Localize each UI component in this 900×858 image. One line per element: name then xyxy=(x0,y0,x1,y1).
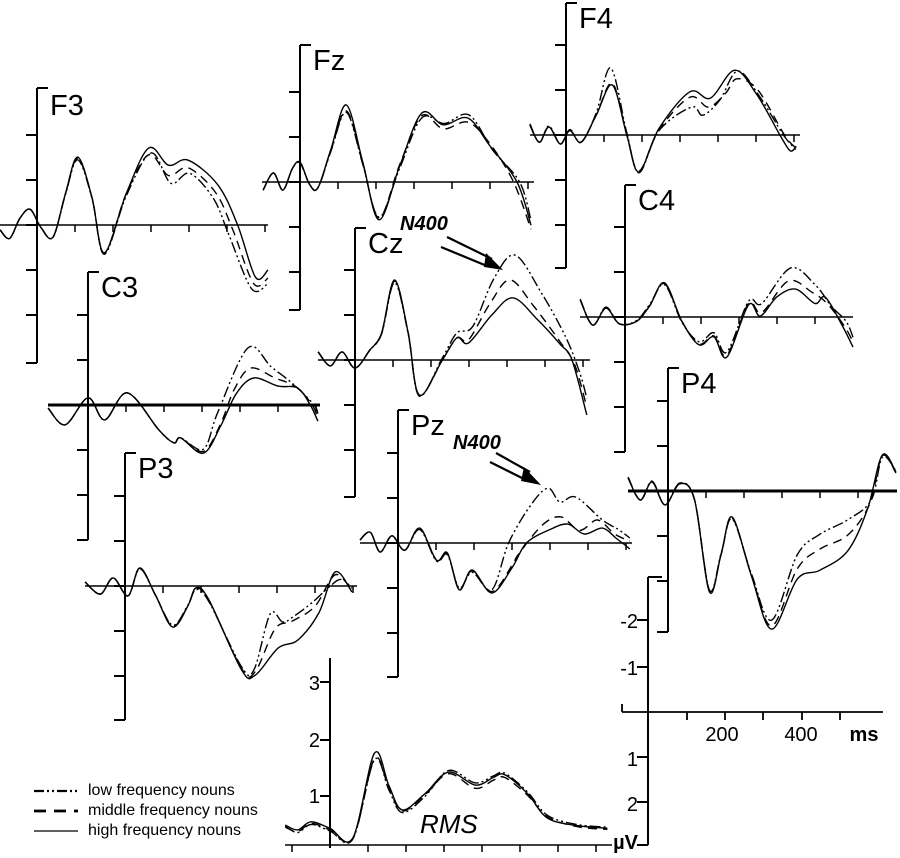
wave-high-pz xyxy=(359,523,631,594)
wave-low-fz xyxy=(262,111,532,221)
wave-high-c3 xyxy=(47,377,319,454)
electrode-label-f4: F4 xyxy=(579,3,613,35)
legend-label-high: high frequency nouns xyxy=(88,822,241,839)
wave-middle-p4 xyxy=(627,454,897,627)
plot-cz: Cz xyxy=(317,227,590,498)
electrode-label-p3: P3 xyxy=(138,453,173,485)
uv-tick-label: 1 xyxy=(627,749,638,771)
electrode-label-c4: C4 xyxy=(638,185,675,217)
n400-arrow-head-icon xyxy=(484,253,503,270)
plot-pz: Pz xyxy=(359,409,632,678)
uv-tick-label: 2 xyxy=(627,794,638,816)
time-unit-label: ms xyxy=(850,724,879,746)
solid-line-icon xyxy=(34,830,78,832)
wave-low-cz xyxy=(317,254,588,399)
n400-arrow-head-icon xyxy=(521,467,541,485)
rms-ytick-label: 3 xyxy=(309,673,320,695)
wave-middle-c4 xyxy=(579,279,854,357)
dash-dot-dot-line-icon xyxy=(34,789,78,793)
plot-c4: C4 xyxy=(579,184,854,453)
wave-high-f3 xyxy=(0,146,269,281)
time-tick-label: 200 xyxy=(705,724,738,746)
electrode-label-f3: F3 xyxy=(50,90,84,122)
calibration-scale: 200 400 ms -2 -1 1 2 µV xyxy=(613,576,883,854)
wave-high-p4 xyxy=(627,453,897,630)
plot-f3: F3 xyxy=(0,87,269,364)
uv-tick-label: -1 xyxy=(620,658,638,680)
wave-high-p3 xyxy=(84,567,353,680)
legend-item-high: high frequency nouns xyxy=(33,821,258,841)
n400-arrow-line xyxy=(446,236,493,260)
plot-p3: P3 xyxy=(84,452,357,721)
rms-title: RMS xyxy=(420,809,478,839)
electrode-label-fz: Fz xyxy=(313,45,345,77)
dashed-line-icon xyxy=(34,809,78,813)
wave-high-c4 xyxy=(579,282,854,359)
legend: low frequency nouns middle frequency nou… xyxy=(33,781,258,841)
wave-low-rms xyxy=(284,757,608,844)
wave-low-f4 xyxy=(529,67,797,174)
wave-high-rms xyxy=(284,751,608,843)
time-tick-label: 400 xyxy=(784,724,817,746)
uv-tick-label: -2 xyxy=(620,611,638,633)
uv-unit-label: µV xyxy=(613,832,639,854)
legend-item-middle: middle frequency nouns xyxy=(33,801,258,821)
electrode-label-cz: Cz xyxy=(368,228,403,260)
n400-label: N400 xyxy=(400,213,448,235)
n400-annotation-1: N400 xyxy=(400,213,503,270)
n400-label: N400 xyxy=(453,432,501,454)
wave-middle-f4 xyxy=(529,78,797,172)
rms-labels: RMS 3 2 1 xyxy=(309,673,479,839)
plot-rms xyxy=(284,658,612,852)
plot-f4: F4 xyxy=(529,2,800,269)
legend-label-middle: middle frequency nouns xyxy=(88,802,258,819)
wave-high-cz xyxy=(317,279,588,416)
legend-label-low: low frequency nouns xyxy=(88,782,235,799)
electrode-label-p4: P4 xyxy=(681,368,716,400)
legend-item-low: low frequency nouns xyxy=(33,781,258,801)
n400-arrow-line xyxy=(440,245,488,268)
wave-middle-pz xyxy=(359,516,631,593)
wave-low-pz xyxy=(359,487,631,592)
plot-fz: Fz xyxy=(262,44,534,311)
plot-c3: C3 xyxy=(47,271,320,541)
wave-high-f4 xyxy=(529,69,797,173)
n400-annotation-2: N400 xyxy=(453,432,541,485)
rms-ytick-label: 1 xyxy=(309,786,320,808)
plot-p4: P4 xyxy=(627,367,897,633)
electrode-label-pz: Pz xyxy=(411,410,445,442)
electrode-label-c3: C3 xyxy=(101,272,138,304)
wave-high-fz xyxy=(262,104,532,226)
n400-arrow-line xyxy=(489,461,527,481)
rms-ytick-label: 2 xyxy=(309,730,320,752)
